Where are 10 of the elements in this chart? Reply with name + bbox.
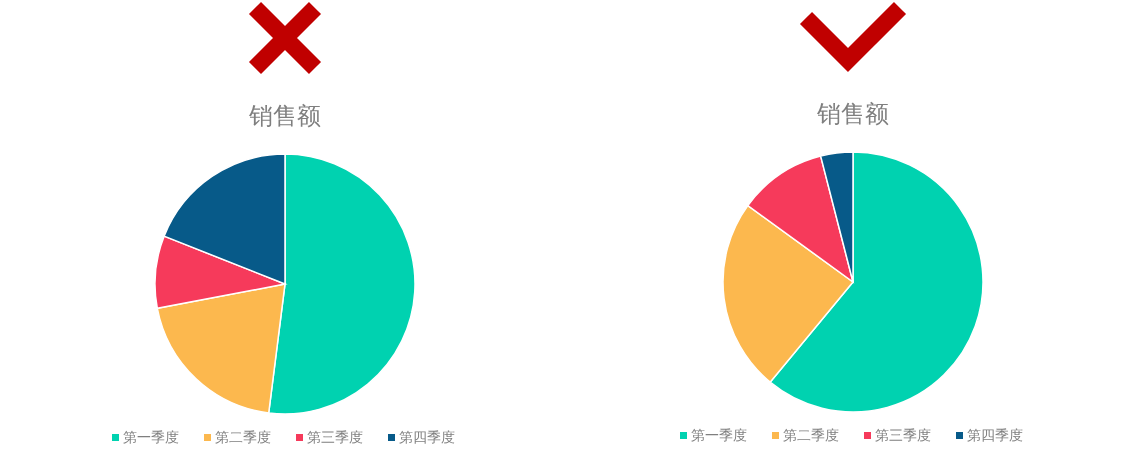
legend-label: 第二季度 <box>215 429 271 445</box>
legend-label: 第四季度 <box>967 427 1023 443</box>
legend-label: 第三季度 <box>307 429 363 445</box>
legend-label: 第三季度 <box>875 427 931 443</box>
legend-label: 第一季度 <box>123 429 179 445</box>
chart-title: 销售额 <box>816 100 889 128</box>
legend-label: 第二季度 <box>783 427 839 443</box>
chart-title: 销售额 <box>248 102 321 130</box>
legend-label: 第一季度 <box>691 427 747 443</box>
legend-label: 第四季度 <box>399 429 455 445</box>
